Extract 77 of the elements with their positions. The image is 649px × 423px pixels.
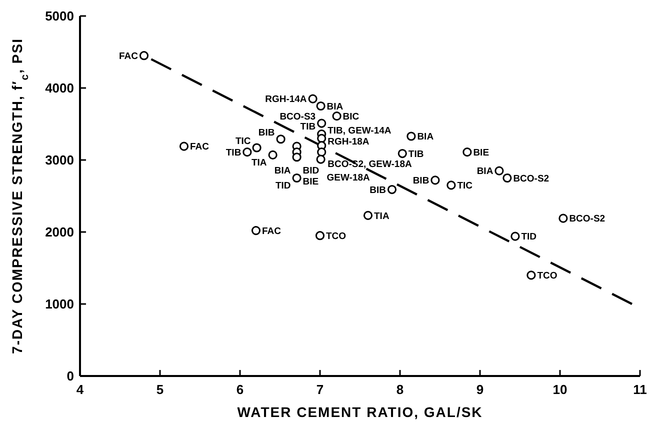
point (446, 180, 456, 190)
y-tick-label: 1000 (45, 296, 74, 312)
point (179, 142, 189, 151)
annotation: TIA (374, 210, 390, 222)
point (462, 148, 472, 157)
annotation: BIA (326, 101, 344, 112)
point (317, 134, 326, 143)
point (292, 173, 302, 183)
point (558, 214, 568, 223)
annotation: BIE (473, 147, 490, 158)
annotation: TID (275, 180, 291, 192)
point (398, 148, 407, 158)
point (316, 101, 326, 111)
annotation: BIA (274, 165, 291, 176)
annotation: BCO-S3 (280, 112, 316, 123)
point (430, 176, 440, 185)
point (510, 232, 520, 241)
x-tick-label: 9 (476, 382, 484, 397)
annotation: RGH-14A (265, 94, 307, 106)
x-tick-label: 8 (396, 382, 404, 397)
annotation: BCO-S2 (513, 173, 550, 184)
annotation: BIB (412, 175, 430, 186)
x-tick-label: 11 (633, 382, 647, 397)
point (276, 134, 286, 144)
annotation: GEW-18A (326, 172, 370, 184)
point (363, 210, 373, 220)
point (292, 152, 302, 162)
point (387, 184, 397, 194)
annotation: BIC (342, 111, 360, 122)
x-tick-label: 10 (552, 382, 568, 397)
annotation: BIB (370, 184, 386, 196)
y-tick-label: 3000 (45, 152, 74, 168)
annotation: TIA (251, 157, 267, 168)
y-tick-label: 2000 (45, 224, 74, 240)
point (406, 132, 416, 141)
annotation: TIB (408, 148, 424, 160)
point (317, 118, 326, 128)
point (251, 226, 261, 236)
annotation: TIC (235, 136, 251, 148)
point (494, 166, 504, 176)
annotation: BID (302, 166, 320, 177)
y-tick-label: 4000 (45, 80, 74, 96)
point (242, 148, 252, 157)
point (252, 143, 262, 152)
x-tick-label: 6 (236, 382, 244, 397)
annotation: TCO (537, 270, 558, 282)
annotation: BCO-S2 (569, 214, 606, 225)
annotation: FAC (119, 50, 138, 62)
point (526, 270, 536, 280)
annotation: TIC (457, 180, 473, 192)
y-tick-label: 5000 (45, 8, 74, 24)
annotation: TIB (300, 122, 316, 133)
annotation: BIA (417, 132, 434, 143)
annotation: BIE (302, 176, 319, 188)
point (316, 154, 326, 164)
annotation: RGH-18A (328, 136, 370, 148)
point (315, 231, 325, 240)
annotation: BCO-S2, GEW-18A (328, 158, 412, 170)
annotation: FAC (262, 226, 282, 237)
point (268, 150, 278, 160)
annotation: BIB (258, 127, 275, 138)
x-tick-label: 7 (316, 382, 324, 397)
point (308, 94, 318, 104)
annotation: TIB (226, 147, 242, 158)
x-tick-label: 4 (76, 382, 84, 397)
annotation: TIB, GEW-14A (328, 126, 392, 137)
x-axis-title: WATER CEMENT RATIO, GAL/SK (237, 404, 483, 420)
y-tick-label: 0 (66, 368, 74, 384)
point (317, 148, 326, 157)
annotation: BIA (476, 166, 494, 178)
annotation: TCO (326, 230, 346, 242)
point (502, 173, 512, 183)
point (139, 51, 149, 60)
annotation: TID (521, 232, 537, 243)
annotation: FAC (190, 142, 210, 153)
x-tick-label: 5 (156, 382, 164, 397)
point (332, 112, 342, 121)
